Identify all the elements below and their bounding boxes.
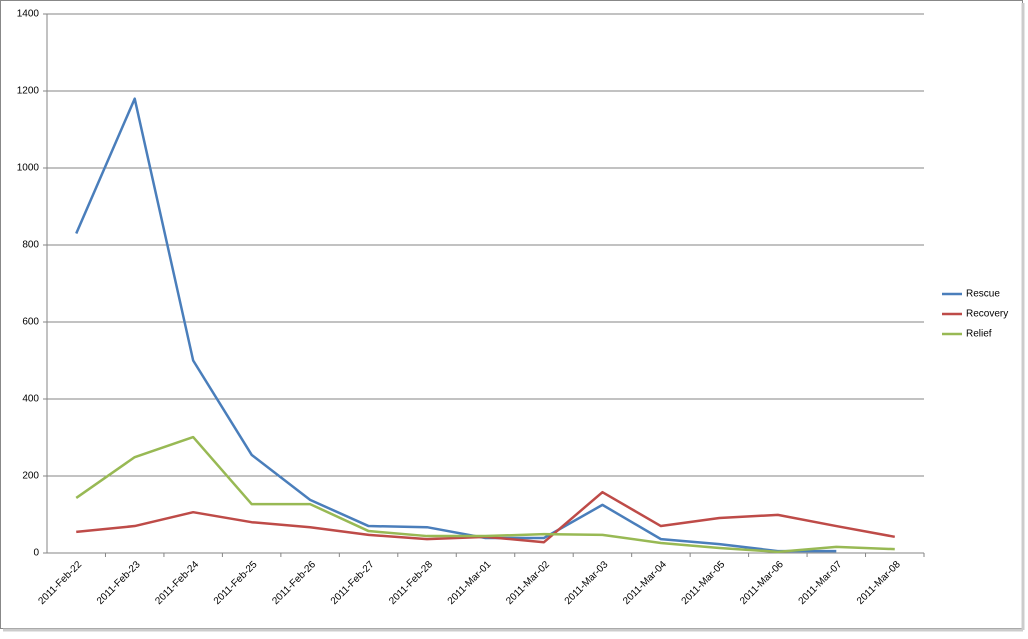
y-tick-label: 400 [22,394,39,405]
series-line [75,97,837,553]
legend-label: Rescue [966,289,1000,300]
y-tick-label: 1400 [17,9,40,20]
legend-label: Relief [966,329,992,340]
y-tick-label: 800 [22,240,39,251]
chart-frame [0,0,1023,629]
legend-label: Recovery [966,309,1008,320]
y-tick-label: 0 [33,548,39,559]
y-tick-label: 1000 [17,163,40,174]
y-tick-label: 200 [22,471,39,482]
series-line [75,435,895,554]
y-tick-label: 1200 [17,86,40,97]
y-tick-label: 600 [22,317,39,328]
